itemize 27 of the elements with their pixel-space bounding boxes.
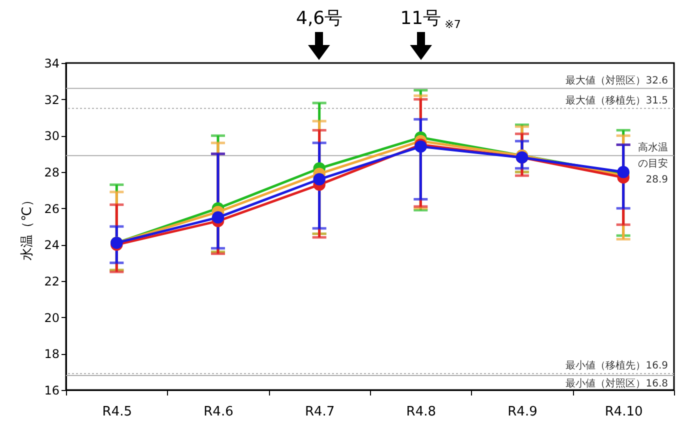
y-tick-label: 22 bbox=[44, 274, 60, 288]
y-tick-label: 26 bbox=[44, 202, 60, 216]
y-tick-label: 16 bbox=[44, 384, 60, 398]
ref-line-label: 高水温の目安28.9 bbox=[638, 142, 668, 186]
y-tick-label: 20 bbox=[44, 310, 60, 325]
ref-line-label: 最大値（移植先）31.5 bbox=[566, 94, 668, 106]
x-tick-label: R4.7 bbox=[304, 404, 335, 420]
x-tick-label: R4.5 bbox=[102, 404, 132, 420]
y-tick-label: 34 bbox=[44, 56, 60, 70]
point bbox=[212, 211, 224, 224]
y-tick-label: 30 bbox=[44, 129, 60, 144]
x-tick-label: R4.9 bbox=[508, 404, 538, 420]
ref-line-label: 最大値（対照区）32.6 bbox=[566, 74, 668, 86]
y-tick-label: 18 bbox=[44, 347, 60, 362]
ref-line-label: 最小値（移植先）16.9 bbox=[566, 360, 668, 372]
y-axis-title: 水温（℃） bbox=[20, 194, 36, 260]
point bbox=[313, 173, 326, 186]
x-tick-label: R4.8 bbox=[406, 404, 436, 420]
x-tick-label: R4.6 bbox=[204, 404, 234, 420]
y-tick-label: 32 bbox=[44, 92, 60, 107]
y-tick-label: 28 bbox=[44, 166, 60, 180]
text: ※7 bbox=[444, 18, 461, 31]
x-tick-label: R4.10 bbox=[604, 404, 643, 420]
text: 4,6号 bbox=[296, 7, 343, 30]
ref-line-label: 最小値（対照区）16.8 bbox=[566, 377, 668, 390]
y-tick-label: 24 bbox=[44, 238, 60, 252]
text: 11号 bbox=[400, 7, 442, 30]
